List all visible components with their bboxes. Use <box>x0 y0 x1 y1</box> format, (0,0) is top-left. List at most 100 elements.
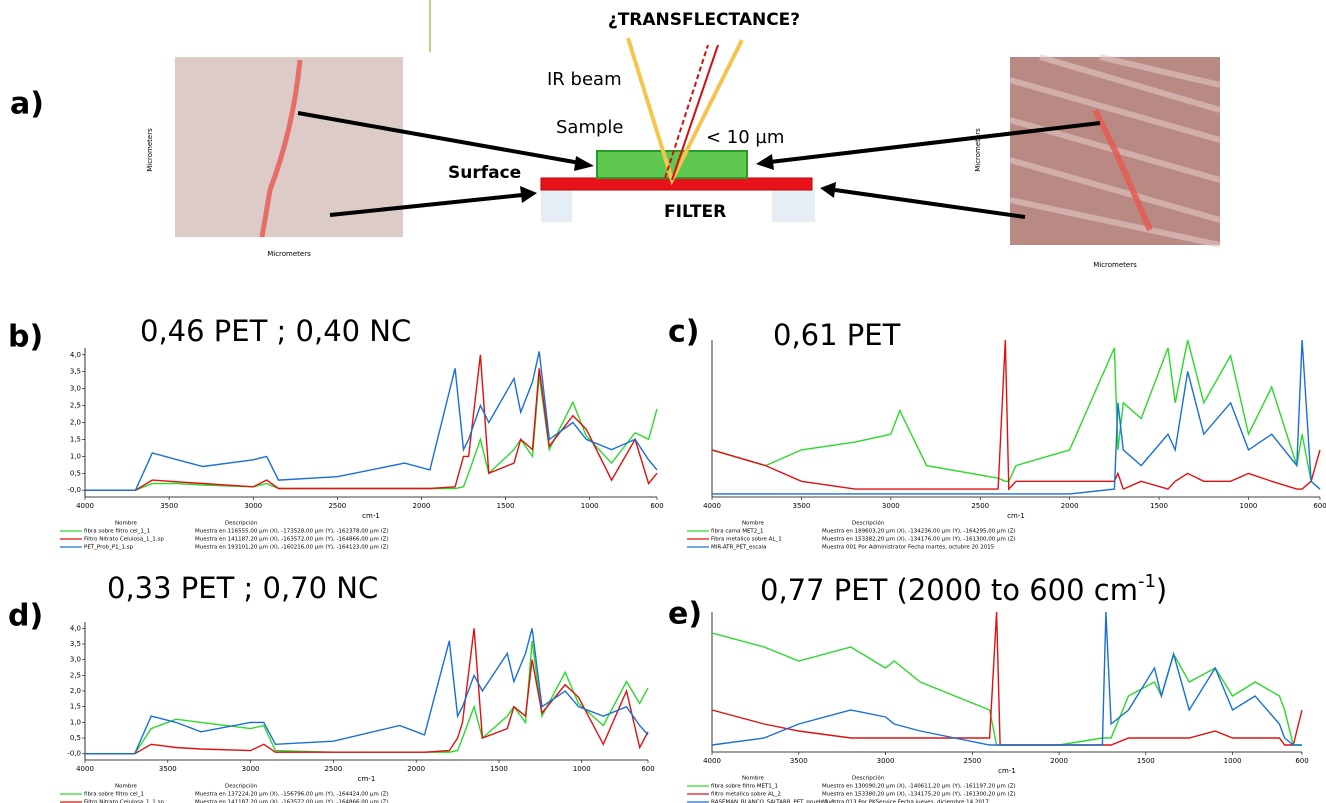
y-tick-label: 3,0 <box>70 385 81 393</box>
x-axis-label: cm-1 <box>358 775 376 783</box>
panel-label: b) <box>8 320 43 355</box>
spectrum <box>85 375 657 490</box>
label: FILTER <box>664 202 726 222</box>
x-tick-label: 4000 <box>76 502 94 510</box>
x-tick-label: 3500 <box>159 765 177 773</box>
panel-label: c) <box>668 315 700 350</box>
label: Surface <box>448 163 521 183</box>
spectrum <box>712 612 1302 745</box>
x-tick-label: 2000 <box>1061 502 1079 510</box>
x-tick-label: 2500 <box>324 765 342 773</box>
y-tick-label: 4,0 <box>70 351 81 359</box>
chart-title: 0,46 PET ; 0,40 NC <box>140 314 411 348</box>
legend-name: fibra sobre filtro cel_1 <box>84 792 144 798</box>
label: IR beam <box>547 69 622 90</box>
legend-name: Filtro Nitrato Celulosa_1_1.sp <box>84 800 164 803</box>
legend-name: PET_Prob_P1_1.sp <box>84 545 134 551</box>
x-tick-label: 600 <box>650 502 663 510</box>
x-tick-label: 3500 <box>792 502 810 510</box>
image-axis-label: Micrometers <box>1093 261 1137 269</box>
chart-title: 0,77 PET (2000 to 600 cm-1) <box>760 571 1167 607</box>
y-tick-label: 1,5 <box>70 435 81 443</box>
y-tick-label: -0,0 <box>67 750 81 758</box>
panel-label: a) <box>10 87 44 122</box>
legend-name: fibra sobre filtro cel_1_1 <box>84 529 150 535</box>
legend-name: fibra sobre filtro MET1_1 <box>711 784 778 790</box>
legend-name: MIR-ATR_PET_escala <box>711 545 767 551</box>
legend-header: Nombre <box>115 784 137 790</box>
legend-header: Nombre <box>115 521 137 527</box>
support <box>541 190 572 222</box>
legend-name: Fibra metalico sobre AL_1 <box>711 537 782 543</box>
figure: a) Micrometers Micrometers Micrometers M… <box>0 0 1326 803</box>
x-tick-label: 3000 <box>877 757 895 765</box>
y-tick-label: 3,5 <box>70 640 81 648</box>
legend-description: Muestra en 153380,20 µm (X), -134175,20 … <box>822 792 1016 798</box>
support <box>772 190 815 222</box>
x-tick-label: 1500 <box>490 765 508 773</box>
y-tick-label: 4,0 <box>70 624 81 632</box>
x-axis-label: cm-1 <box>1007 512 1025 520</box>
x-tick-label: 4000 <box>76 765 94 773</box>
image-axis-label: Micrometers <box>267 250 311 258</box>
x-tick-label: 3000 <box>244 502 262 510</box>
x-tick-label: 600 <box>1295 757 1308 765</box>
y-tick-label: 0,5 <box>70 469 81 477</box>
x-tick-label: 3500 <box>790 757 808 765</box>
legend-name: filtro metalico sobre AL_2 <box>711 792 781 798</box>
legend-description: Muestra 001 Por Administrator Fecha mart… <box>822 545 995 551</box>
y-tick-label: 2,0 <box>70 419 81 427</box>
legend-name: Filtro Nitrato Celulosa_1_1.sp <box>84 537 164 543</box>
legend-header: Nombre <box>742 776 764 782</box>
diagram-title: ¿TRANSFLECTANCE? <box>608 10 800 30</box>
legend-name: BASEMAN_BLANCO_SALTARR_PET_prueb_1_1 <box>711 800 835 803</box>
spectrum <box>85 628 648 753</box>
x-tick-label: 1000 <box>581 502 599 510</box>
x-tick-label: 2500 <box>328 502 346 510</box>
spectrum <box>712 340 1320 494</box>
chart-title: 0,33 PET ; 0,70 NC <box>107 571 378 605</box>
image-axis-label: Micrometers <box>146 128 154 172</box>
x-tick-label: 600 <box>641 765 654 773</box>
legend-description: Muestra en 189603,20 µm (X), -134236,00 … <box>822 529 1016 535</box>
y-tick-label: 0,5 <box>70 734 81 742</box>
legend-header: Descripción <box>225 783 258 790</box>
x-tick-label: 2000 <box>413 502 431 510</box>
y-tick-label: 2,5 <box>70 402 81 410</box>
legend-header: Descripción <box>225 520 258 527</box>
x-tick-label: 3000 <box>242 765 260 773</box>
legend-header: Descripción <box>852 775 885 782</box>
chart-title: 0,61 PET <box>773 318 901 352</box>
legend-header: Nombre <box>742 521 764 527</box>
x-tick-label: 1000 <box>573 765 591 773</box>
x-tick-label: 3500 <box>160 502 178 510</box>
x-tick-label: 4000 <box>703 757 721 765</box>
legend-description: Muestra 013 Por PKService Fecha jueves, … <box>822 800 989 803</box>
label: Sample <box>556 117 624 138</box>
y-tick-label: 1,5 <box>70 703 81 711</box>
legend-description: Muestra en 153382,20 µm (X), -134176,00 … <box>822 537 1016 543</box>
title-part: 0,77 PET (2000 to 600 cm <box>760 573 1138 607</box>
legend-description: Muestra en 116555,00 µm (X), -173528,00 … <box>195 529 389 535</box>
legend-description: Muestra en 130090,20 µm (X), -140611,20 … <box>822 784 1016 790</box>
x-tick-label: 3000 <box>882 502 900 510</box>
spectrum <box>712 612 1302 745</box>
y-tick-label: 2,5 <box>70 671 81 679</box>
x-tick-label: 1000 <box>1240 502 1258 510</box>
x-tick-label: 600 <box>1313 502 1326 510</box>
x-tick-label: 1500 <box>497 502 515 510</box>
spectrum <box>85 628 648 753</box>
x-axis-label: cm-1 <box>362 512 380 520</box>
legend-name: fibra cama MET2_1 <box>711 529 764 535</box>
spectrum <box>712 340 1320 489</box>
y-tick-label: 1,0 <box>70 452 81 460</box>
x-tick-label: 1500 <box>1150 502 1168 510</box>
x-tick-label: 1500 <box>1137 757 1155 765</box>
x-tick-label: 2000 <box>407 765 425 773</box>
image-axis-label: Micrometers <box>974 128 982 172</box>
x-axis-label: cm-1 <box>998 767 1016 775</box>
x-tick-label: 4000 <box>703 502 721 510</box>
title-part: ) <box>1156 573 1167 607</box>
label: < 10 µm <box>706 127 784 148</box>
x-tick-label: 2500 <box>971 502 989 510</box>
